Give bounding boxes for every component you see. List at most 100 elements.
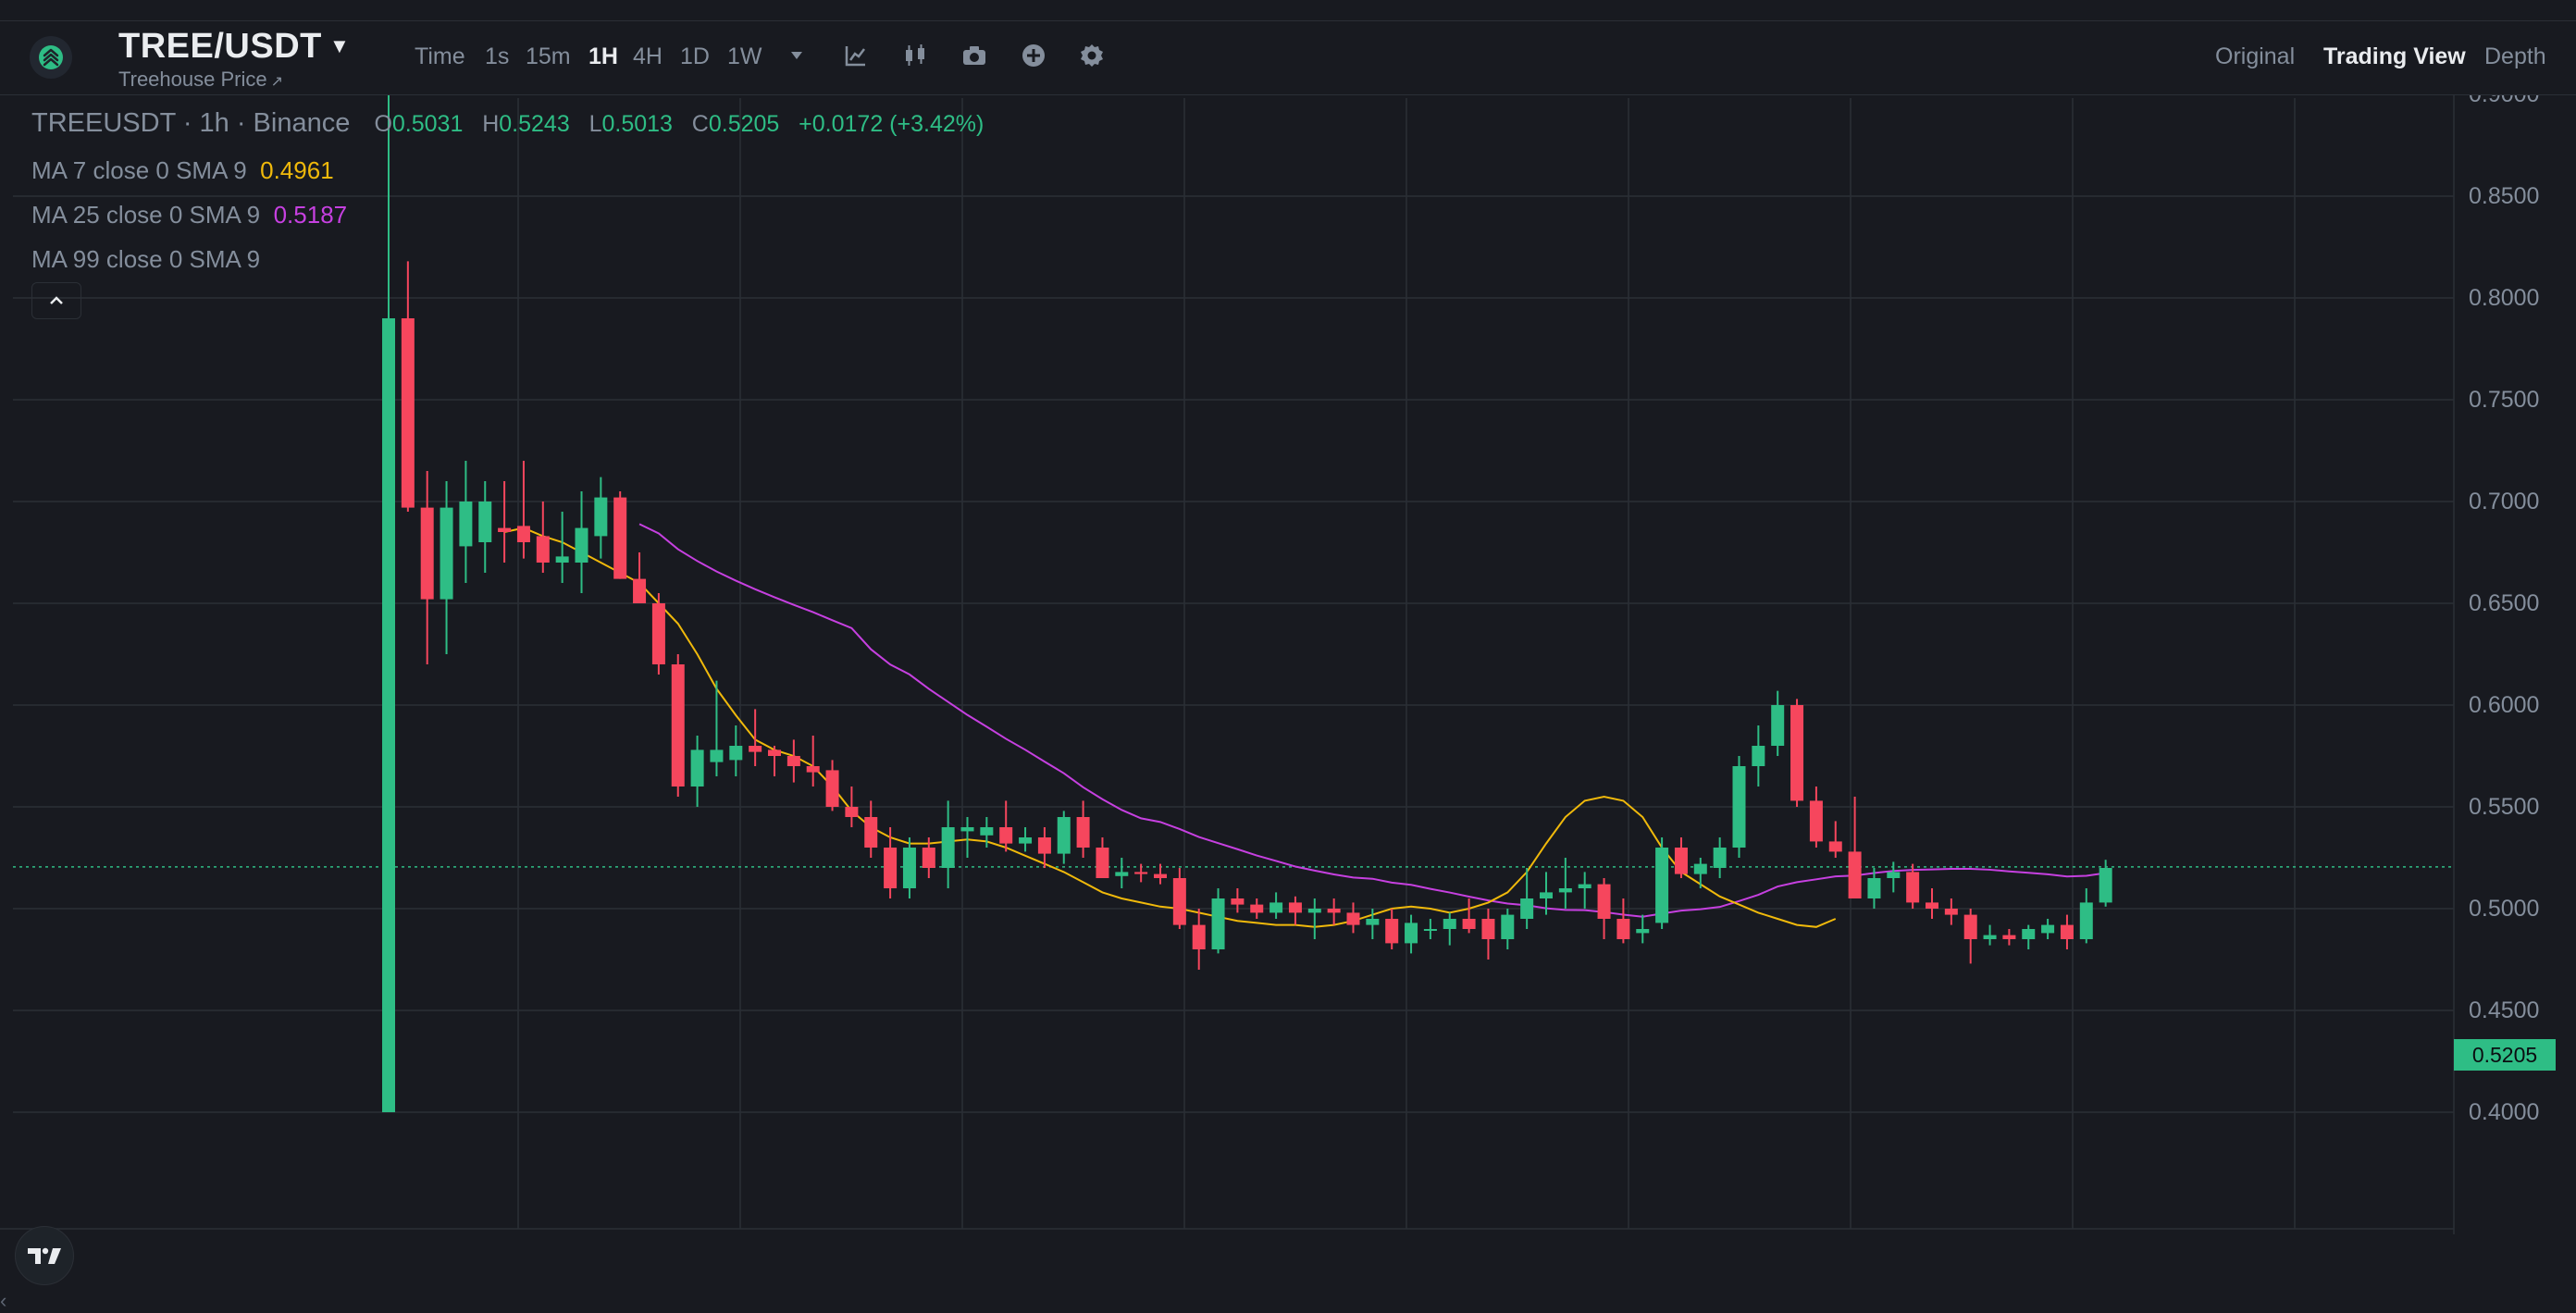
candle <box>1655 837 1669 929</box>
candle <box>1520 868 1534 929</box>
candle <box>401 261 415 512</box>
candle <box>1828 821 1842 858</box>
close-label: C <box>691 111 709 137</box>
candle <box>1732 756 1746 858</box>
tab-1w[interactable]: 1W <box>727 43 762 69</box>
candle-body <box>1037 837 1051 854</box>
chart-toolbar: TREE/USDT ▼ Treehouse Price ↗ Time 1s 15m… <box>0 21 2576 95</box>
candle-body <box>1327 909 1341 913</box>
candle <box>1327 898 1341 925</box>
candle-body <box>1250 904 1264 913</box>
candle-body <box>864 817 878 848</box>
legend-ohlc: O0.5031 H0.5243 L0.5013 C0.5205 +0.0172 … <box>374 111 984 137</box>
plus-circle-icon[interactable] <box>1018 40 1049 71</box>
view-depth-button[interactable]: Depth <box>2484 43 2546 69</box>
candle-body <box>1501 914 1515 939</box>
y-tick-label: 0.8500 <box>2469 183 2539 209</box>
last-price-tag: 0.5205 <box>2454 1039 2556 1071</box>
candle-body <box>2022 929 2036 939</box>
candle <box>1771 690 1785 756</box>
candle <box>2022 924 2036 949</box>
candle-body <box>2079 902 2093 939</box>
legend-collapse-button[interactable] <box>31 282 81 319</box>
candle <box>1231 888 1245 913</box>
ma7-value: 0.4961 <box>260 156 334 184</box>
tab-1s[interactable]: 1s <box>485 43 510 69</box>
candle-body <box>613 497 627 579</box>
legend-ma7-row: MA 7 close 0 SMA 9 0.4961 <box>31 156 334 185</box>
gear-icon[interactable] <box>1076 40 1108 71</box>
candle-body <box>1443 919 1456 929</box>
more-timeframes-icon[interactable] <box>781 40 812 71</box>
pair-title[interactable]: TREE/USDT <box>118 27 322 66</box>
chevron-up-icon <box>50 296 63 304</box>
ma25-value: 0.5187 <box>273 201 348 229</box>
candle-body <box>1944 909 1958 915</box>
candle <box>2041 919 2055 939</box>
candle <box>902 837 916 898</box>
y-tick-label: 0.7000 <box>2469 489 2539 514</box>
candle-type-icon[interactable] <box>899 40 931 71</box>
candle-body <box>1674 848 1688 874</box>
candle <box>516 461 530 559</box>
ma7-line <box>503 526 1837 928</box>
candle-body <box>1578 884 1591 888</box>
candle <box>2002 929 2016 946</box>
candle <box>1887 861 1901 893</box>
indicator-icon[interactable] <box>840 40 872 71</box>
candle <box>1423 919 1437 939</box>
pair-dropdown-icon[interactable]: ▼ <box>329 34 350 57</box>
candle-body <box>1867 878 1881 898</box>
legend-ma25-row: MA 25 close 0 SMA 9 0.5187 <box>31 201 347 229</box>
candle <box>1597 878 1611 939</box>
candle <box>1674 837 1688 878</box>
candle-body <box>710 749 724 762</box>
candle <box>884 827 898 898</box>
candle-body <box>1983 935 1997 939</box>
tab-15m[interactable]: 15m <box>526 43 571 69</box>
view-original-button[interactable]: Original <box>2215 43 2296 69</box>
tab-4h[interactable]: 4H <box>633 43 663 69</box>
tab-1h[interactable]: 1H <box>588 43 618 69</box>
candle <box>1405 914 1418 954</box>
candle <box>980 817 994 848</box>
candle-body <box>633 578 647 603</box>
candle-body <box>845 807 859 817</box>
treehouse-price-link[interactable]: Treehouse Price ↗ <box>118 68 283 92</box>
treehouse-price-label: Treehouse Price <box>118 68 267 91</box>
candle-body <box>1693 863 1707 874</box>
candle <box>478 481 492 573</box>
external-link-icon: ↗ <box>270 74 284 90</box>
candle-body <box>786 756 800 766</box>
candle <box>613 491 627 579</box>
candle-body <box>1462 919 1476 929</box>
candle <box>1809 787 1823 848</box>
candle-body <box>1211 898 1225 949</box>
candle <box>1076 800 1090 858</box>
candle <box>1693 858 1707 888</box>
y-tick-label: 0.9000 <box>2469 95 2539 107</box>
legend-ma99-row: MA 99 close 0 SMA 9 <box>31 245 260 274</box>
tradingview-logo[interactable] <box>15 1226 74 1285</box>
candle <box>1790 699 1804 807</box>
camera-icon[interactable] <box>959 40 990 71</box>
candle-body <box>671 664 685 787</box>
scroll-left-icon[interactable]: ‹ <box>0 1289 7 1312</box>
candle-body <box>1115 872 1129 876</box>
candle-body <box>1771 705 1785 746</box>
candle <box>1366 909 1380 939</box>
chart-area[interactable]: 0.9000 0.8500 0.8000 0.7500 0.7000 0.6500 0.60… <box>0 95 2576 1312</box>
candle-body <box>980 827 994 836</box>
candle-body <box>575 527 588 563</box>
candle <box>1944 898 1958 925</box>
tab-time[interactable]: Time <box>415 43 465 69</box>
open-label: O <box>374 111 392 137</box>
candle <box>1154 863 1167 885</box>
chart-grid <box>0 95 2455 1234</box>
candle <box>1057 811 1071 864</box>
view-trading-view-button[interactable]: Trading View <box>2323 43 2466 69</box>
price-chart[interactable]: 0.9000 0.8500 0.8000 0.7500 0.7000 0.6500 0.60… <box>0 95 2576 1234</box>
tab-1d[interactable]: 1D <box>680 43 710 69</box>
candle <box>2099 860 2112 907</box>
candle <box>1713 837 1727 878</box>
